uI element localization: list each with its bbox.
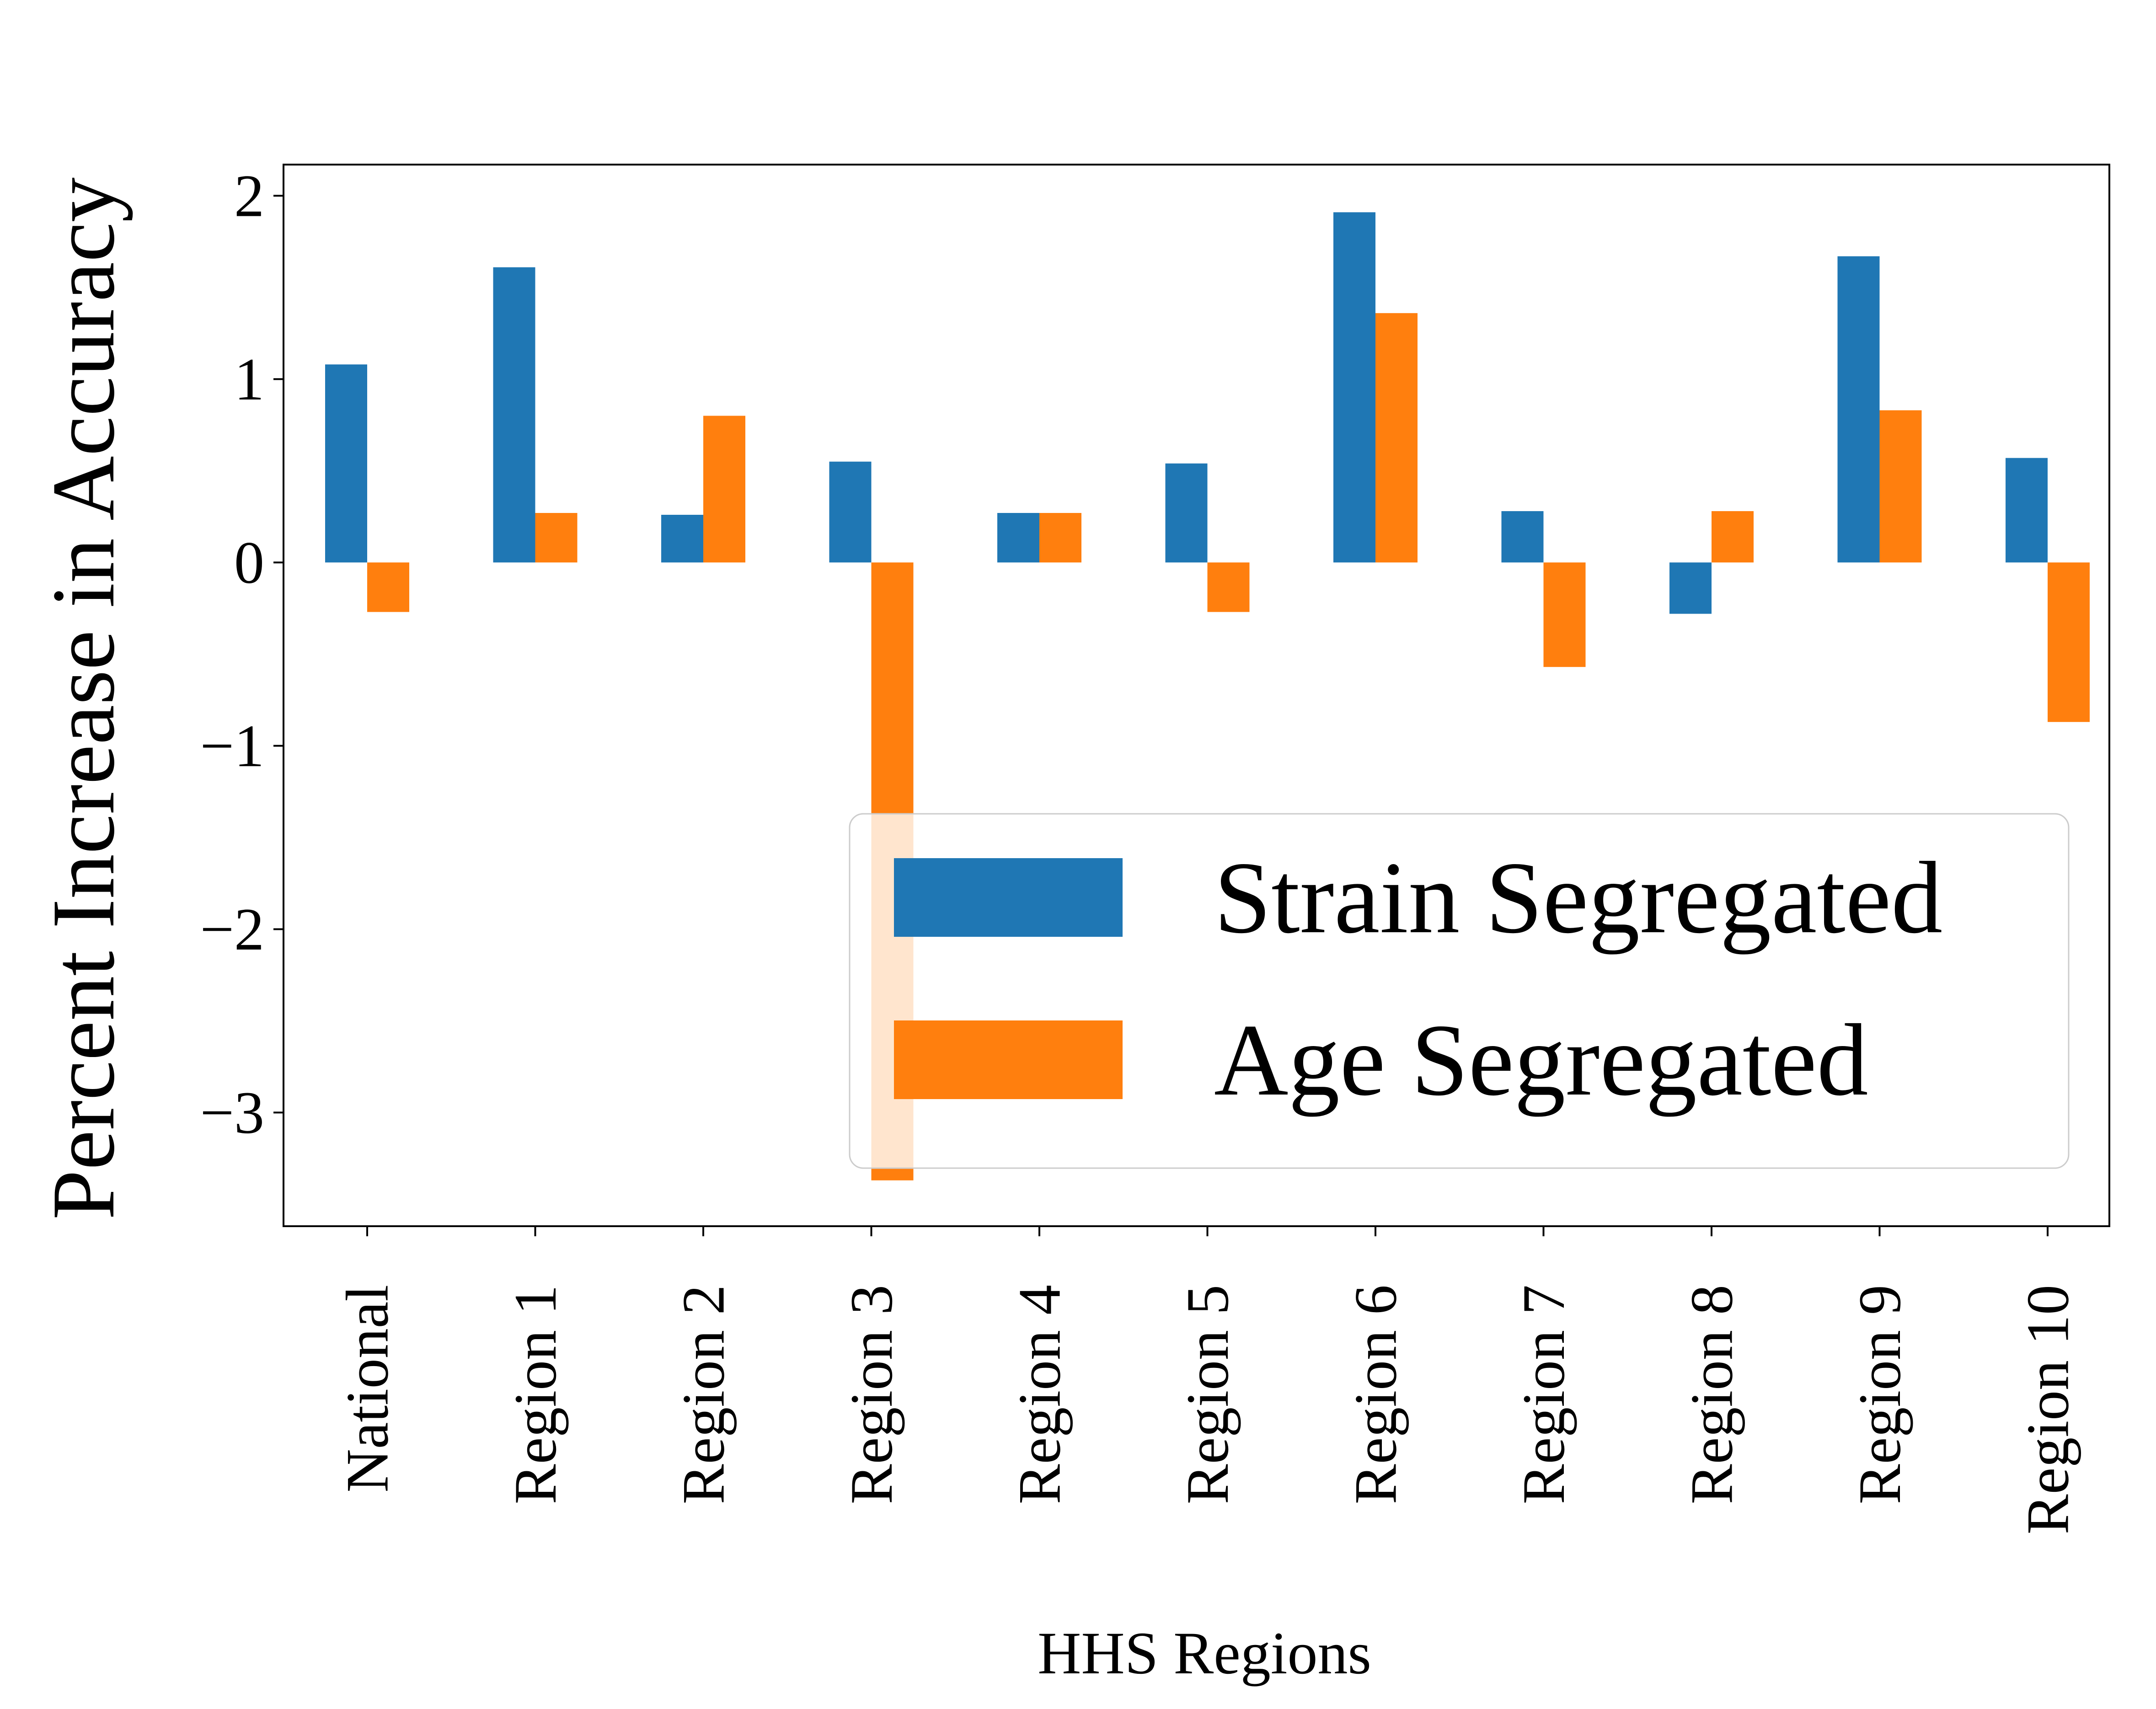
x-tick-label: Region 7 [1510, 1285, 1577, 1504]
plot-frame [283, 164, 2110, 1227]
strain-bar-4 [829, 461, 872, 563]
strain-bar-3 [661, 514, 703, 563]
y-tick-label: −2 [200, 896, 264, 963]
age-bar-3 [703, 416, 745, 563]
legend-frame [849, 813, 2070, 1169]
age-bar-2 [535, 513, 578, 563]
strain-bar-1 [325, 364, 367, 563]
legend-swatch-strain [894, 858, 1123, 937]
age-bar-10 [1879, 410, 1922, 563]
age-bar-11 [2048, 562, 2090, 722]
x-axis-label: HHS Regions [1038, 1619, 1371, 1687]
age-bar-6 [1207, 562, 1250, 612]
legend: Strain Segregated Age Segregated [849, 813, 2070, 1169]
x-tick-label: Region 8 [1678, 1285, 1745, 1504]
x-tick-label: Region 6 [1342, 1285, 1409, 1504]
strain-bar-5 [997, 513, 1039, 563]
age-bar-7 [1375, 313, 1418, 563]
x-tick-label: Region 5 [1174, 1285, 1241, 1504]
x-tick-label: Region 3 [838, 1285, 905, 1504]
strain-bar-8 [1501, 511, 1544, 563]
legend-label-age: Age Segregated [1214, 1003, 1868, 1117]
x-tick-label: Region 9 [1846, 1285, 1913, 1504]
legend-swatch-age [894, 1020, 1123, 1099]
y-tick-label: −1 [200, 712, 264, 780]
strain-bar-6 [1165, 463, 1208, 563]
age-bar-5 [1039, 513, 1081, 563]
x-tick-label: Region 2 [670, 1285, 737, 1504]
strain-bar-11 [2006, 458, 2048, 563]
legend-label-strain: Strain Segregated [1214, 840, 1942, 955]
y-tick-label: 2 [234, 162, 264, 230]
strain-bar-7 [1333, 212, 1375, 563]
strain-bar-10 [1837, 256, 1880, 563]
x-tick-label: Region 4 [1006, 1285, 1073, 1504]
age-bar-9 [1712, 511, 1754, 563]
strain-bar-2 [493, 267, 535, 563]
x-tick-label: National [334, 1285, 401, 1493]
age-bar-1 [367, 562, 409, 612]
age-bar-8 [1543, 562, 1586, 667]
y-axis-label: Percent Increase in Accuracy [34, 177, 133, 1220]
axes-group: 2 1 0 −1 −2 −3 National Region 1 Region 2 Region … [200, 162, 2110, 1534]
y-tick-label: 1 [234, 346, 264, 413]
y-tick-label: −3 [200, 1079, 264, 1146]
x-tick-label: Region 10 [2014, 1285, 2081, 1534]
x-tick-label: Region 1 [502, 1285, 569, 1504]
y-tick-label: 0 [234, 529, 264, 596]
strain-bar-9 [1669, 562, 1712, 614]
